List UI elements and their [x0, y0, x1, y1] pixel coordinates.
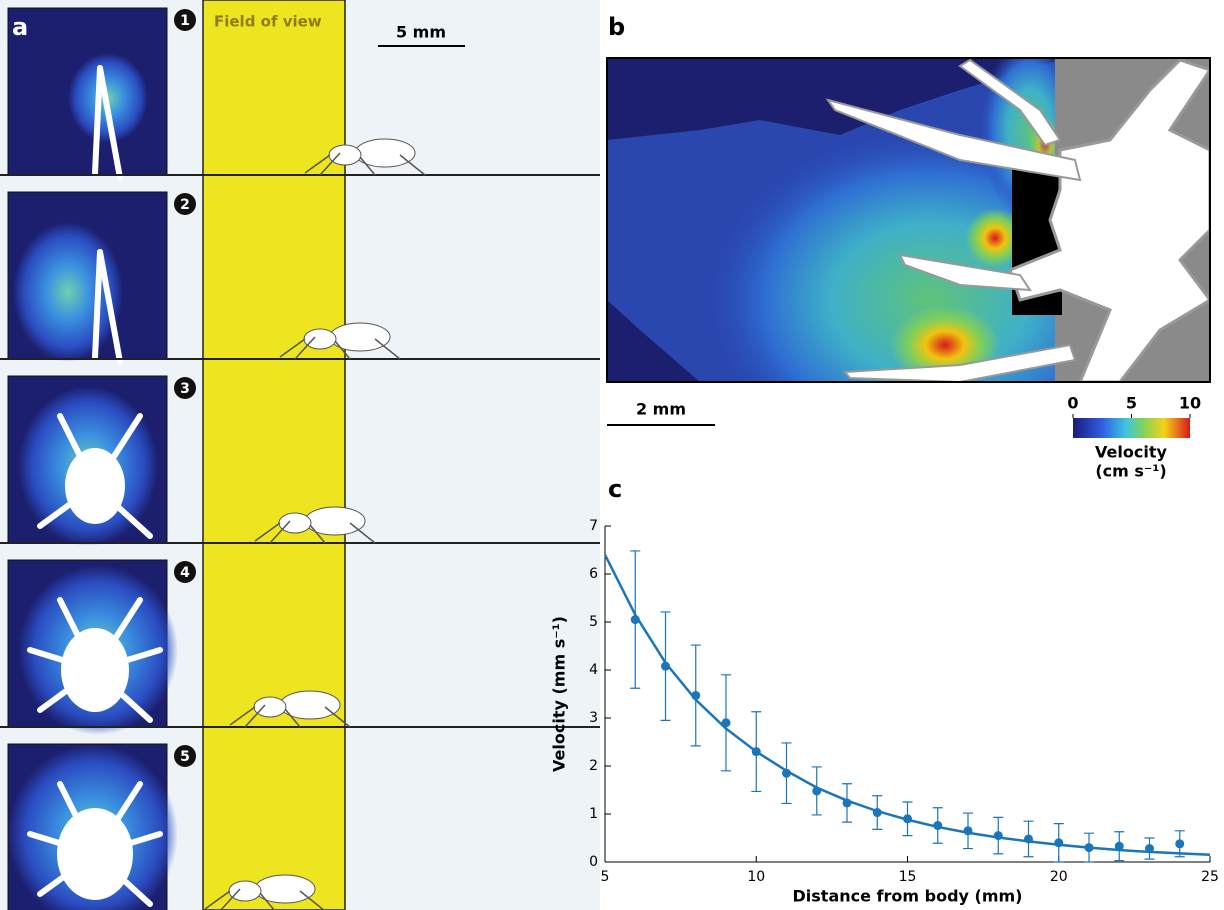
frame-number: 2 [180, 197, 190, 213]
frame-number: 1 [180, 13, 190, 29]
frame: 4 [0, 559, 600, 735]
frame-leg [27, 647, 98, 673]
panel-label: b [608, 13, 625, 41]
frame-leg [57, 597, 98, 673]
colorbar-title: Velocity [1095, 443, 1167, 462]
frame-leg [92, 249, 103, 360]
spider-legs [229, 704, 351, 728]
panel-a-frames: 1 2 3 4 5 [0, 7, 600, 910]
frame: 3 [0, 375, 600, 546]
spider-legs [254, 520, 376, 544]
spider-legs [279, 336, 401, 360]
frame: 1 [0, 7, 600, 181]
fit-line [603, 554, 1211, 857]
colorbar-tick-label: 10 [1179, 394, 1201, 413]
frame: 2 [0, 191, 600, 365]
spider-legs [304, 152, 426, 176]
spider-head [303, 328, 337, 350]
spider-head [278, 512, 312, 534]
frame-badge [174, 193, 196, 215]
flow-field [607, 58, 1210, 382]
frame-badge [174, 377, 196, 399]
y-tick-label: 6 [589, 566, 598, 582]
frame-leg [37, 667, 98, 713]
frame-leg [27, 831, 98, 857]
scale-label: 2 mm [636, 400, 686, 419]
x-tick-label: 10 [747, 869, 765, 885]
y-tick-label: 3 [589, 710, 598, 726]
frame-number: 4 [180, 565, 190, 581]
spider-head [228, 880, 262, 902]
data-point [1175, 839, 1185, 849]
y-tick-label: 2 [589, 758, 598, 774]
panel-label: a [12, 13, 28, 41]
frame-leg [92, 781, 143, 857]
frame-leg [97, 249, 123, 365]
y-tick-label: 0 [589, 854, 598, 870]
frame-leg [92, 65, 103, 176]
x-tick-label: 25 [1201, 869, 1219, 885]
chart: 0 1 2 3 4 5 6 7 5 10 15 20 25 Distance from body (mm)… [550, 518, 1219, 906]
y-tick-label: 5 [589, 614, 598, 630]
frame-badge [174, 9, 196, 31]
colorbar [1073, 418, 1190, 438]
scale-label: 5 mm [396, 23, 446, 42]
x-tick-label: 15 [899, 869, 917, 885]
spider-legs [204, 888, 325, 910]
frame-leg [92, 831, 163, 857]
colorbar-ticks: 0 5 10 [1067, 394, 1201, 418]
y-axis-label: Velocity (mm s⁻¹) [550, 616, 569, 772]
frame-badge [174, 561, 196, 583]
y-tick-label: 4 [589, 662, 598, 678]
colorbar-tick-label: 5 [1126, 394, 1137, 413]
x-tick-label: 20 [1050, 869, 1068, 885]
frame-leg [57, 781, 98, 857]
frame-leg [92, 667, 153, 723]
y-tick-label: 7 [589, 518, 598, 534]
frame-badge [174, 745, 196, 767]
x-tick-label: 5 [601, 869, 610, 885]
field-of-view [202, 0, 346, 910]
frame-leg [57, 413, 98, 489]
frame-leg [92, 851, 153, 907]
spider-head [253, 696, 287, 718]
colorbar-unit: (cm s⁻¹) [1095, 462, 1166, 481]
x-axis-label: Distance from body (mm) [793, 887, 1023, 906]
frame-leg [92, 483, 153, 539]
panel-label: c [608, 475, 622, 503]
frame-number: 5 [180, 749, 190, 765]
colorbar-tick-label: 0 [1067, 394, 1078, 413]
frame-number: 3 [180, 381, 190, 397]
frame-leg [37, 851, 98, 897]
field-label: Field of view [214, 13, 322, 31]
frame-leg [92, 413, 143, 489]
frame-leg [92, 647, 163, 673]
spider-head [328, 144, 362, 166]
frame: 5 [7, 743, 325, 910]
y-tick-label: 1 [589, 806, 598, 822]
frame-leg [92, 597, 143, 673]
data-point [1114, 841, 1124, 851]
frame-leg [97, 65, 123, 181]
flow-field-frame [606, 57, 1211, 383]
frame-leg [37, 483, 98, 529]
